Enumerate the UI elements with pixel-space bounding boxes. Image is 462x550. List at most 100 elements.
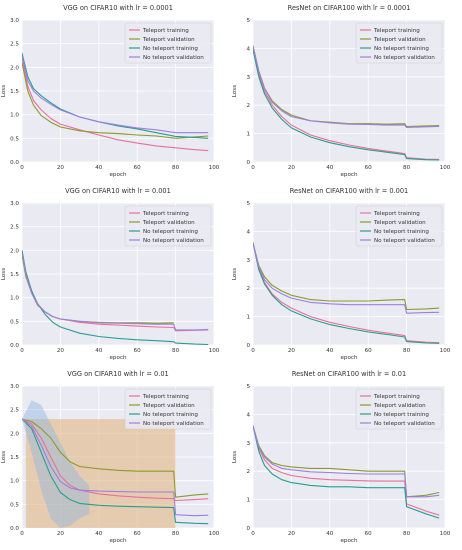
legend-label: No teleport training	[143, 229, 198, 235]
x-tick-label: 20	[57, 531, 65, 537]
series-line-no-teleport-validation	[253, 425, 440, 498]
chart-title: ResNet on CIFAR100 with lr = 0.01	[292, 370, 406, 378]
y-tick-label: 1.0	[10, 113, 19, 119]
x-tick-label: 20	[288, 165, 296, 171]
legend-label: No teleport validation	[374, 55, 435, 61]
y-tick-label: 1.0	[10, 296, 19, 302]
y-tick-label: 4	[246, 229, 250, 235]
y-tick-label: 3	[246, 258, 250, 264]
x-tick-label: 20	[288, 531, 296, 537]
legend-label: Teleport training	[142, 394, 189, 400]
series-line-teleport-validation	[22, 62, 209, 139]
x-tick-label: 40	[326, 348, 334, 354]
x-tick-label: 100	[440, 165, 451, 171]
series-line-no-teleport-validation	[22, 418, 209, 517]
legend-label: No teleport validation	[374, 238, 435, 244]
x-tick-label: 0	[20, 165, 24, 171]
legend-label: No teleport training	[143, 412, 198, 418]
series-line-no-teleport-validation	[22, 55, 209, 134]
chart-panel-3: VGG on CIFAR10 with lr = 0.001 0 20 40 60 80 1…	[1, 187, 220, 361]
x-tick-label: 60	[365, 165, 373, 171]
chart-title: ResNet on CIFAR100 with lr = 0.0001	[288, 4, 411, 12]
chart-title: ResNet on CIFAR100 with lr = 0.001	[290, 187, 409, 195]
series-line-teleport-validation	[253, 242, 440, 311]
legend-label: Teleport validation	[373, 403, 426, 409]
x-axis-label: epoch	[109, 172, 126, 178]
legend-label: Teleport training	[142, 211, 189, 217]
x-tick-label: 100	[440, 348, 451, 354]
y-axis-label: Loss	[232, 268, 238, 280]
x-axis-label: epoch	[340, 355, 357, 361]
legend-label: Teleport training	[373, 211, 420, 217]
x-tick-label: 100	[209, 165, 220, 171]
x-axis-label: epoch	[340, 538, 357, 544]
x-axis-label: epoch	[109, 538, 126, 544]
y-tick-label: 0	[246, 343, 250, 349]
y-tick-label: 4	[246, 46, 250, 52]
y-axis-label: Loss	[1, 268, 7, 280]
y-tick-label: 3.0	[10, 201, 19, 207]
legend-label: Teleport training	[373, 28, 420, 34]
x-tick-label: 20	[57, 348, 65, 354]
series-line-teleport-training	[22, 57, 209, 152]
x-tick-label: 100	[209, 348, 220, 354]
y-tick-label: 2	[246, 103, 250, 109]
y-tick-label: 1	[246, 315, 250, 321]
y-axis-label: Loss	[1, 85, 7, 97]
x-tick-label: 40	[95, 165, 103, 171]
x-tick-label: 80	[403, 531, 411, 537]
series-line-no-teleport-training	[253, 425, 440, 519]
legend-box	[355, 22, 443, 64]
legend-label: Teleport training	[142, 28, 189, 34]
legend-box	[124, 388, 212, 430]
series-line-teleport-training	[22, 418, 209, 502]
legend-label: No teleport training	[374, 46, 429, 52]
y-tick-label: 3.0	[10, 384, 19, 390]
y-tick-label: 1.0	[10, 479, 19, 485]
uncertainty-band	[25, 419, 176, 528]
legend-label: No teleport validation	[143, 55, 204, 61]
y-tick-label: 5	[246, 201, 250, 207]
y-tick-label: 0.0	[10, 526, 19, 532]
x-tick-label: 20	[288, 348, 296, 354]
y-tick-label: 2.5	[10, 408, 19, 414]
legend-label: No teleport validation	[143, 238, 204, 244]
x-tick-label: 80	[172, 531, 180, 537]
y-tick-label: 0	[246, 526, 250, 532]
y-tick-label: 4	[246, 412, 250, 418]
y-axis-label: Loss	[232, 451, 238, 463]
x-tick-label: 60	[134, 165, 142, 171]
y-tick-label: 2	[246, 469, 250, 475]
x-tick-label: 100	[440, 531, 451, 537]
x-tick-label: 60	[134, 348, 142, 354]
legend-label: No teleport validation	[374, 421, 435, 427]
y-tick-label: 0.5	[10, 136, 19, 142]
y-tick-label: 3.0	[10, 18, 19, 24]
x-tick-label: 40	[95, 348, 103, 354]
x-axis-label: epoch	[109, 355, 126, 361]
x-tick-label: 0	[251, 348, 255, 354]
legend-box	[124, 205, 212, 247]
series-line-no-teleport-validation	[22, 252, 209, 331]
chart-title: VGG on CIFAR10 with lr = 0.01	[67, 370, 168, 378]
series-line-no-teleport-validation	[253, 242, 440, 314]
x-tick-label: 100	[209, 531, 220, 537]
chart-panel-5: VGG on CIFAR10 with lr = 0.01 0 20 40 60 80 10…	[1, 370, 220, 544]
x-tick-label: 60	[134, 531, 142, 537]
legend-label: No teleport validation	[143, 421, 204, 427]
x-tick-label: 80	[403, 348, 411, 354]
y-tick-label: 2.0	[10, 65, 19, 71]
x-tick-label: 20	[57, 165, 65, 171]
x-tick-label: 80	[172, 348, 180, 354]
legend-label: No teleport training	[374, 229, 429, 235]
x-tick-label: 80	[403, 165, 411, 171]
x-tick-label: 0	[251, 531, 255, 537]
legend-label: No teleport training	[374, 412, 429, 418]
legend-box	[124, 22, 212, 64]
y-tick-label: 0	[246, 160, 250, 166]
series-line-no-teleport-training	[22, 250, 209, 345]
x-tick-label: 60	[365, 348, 373, 354]
legend-label: Teleport validation	[373, 220, 426, 226]
